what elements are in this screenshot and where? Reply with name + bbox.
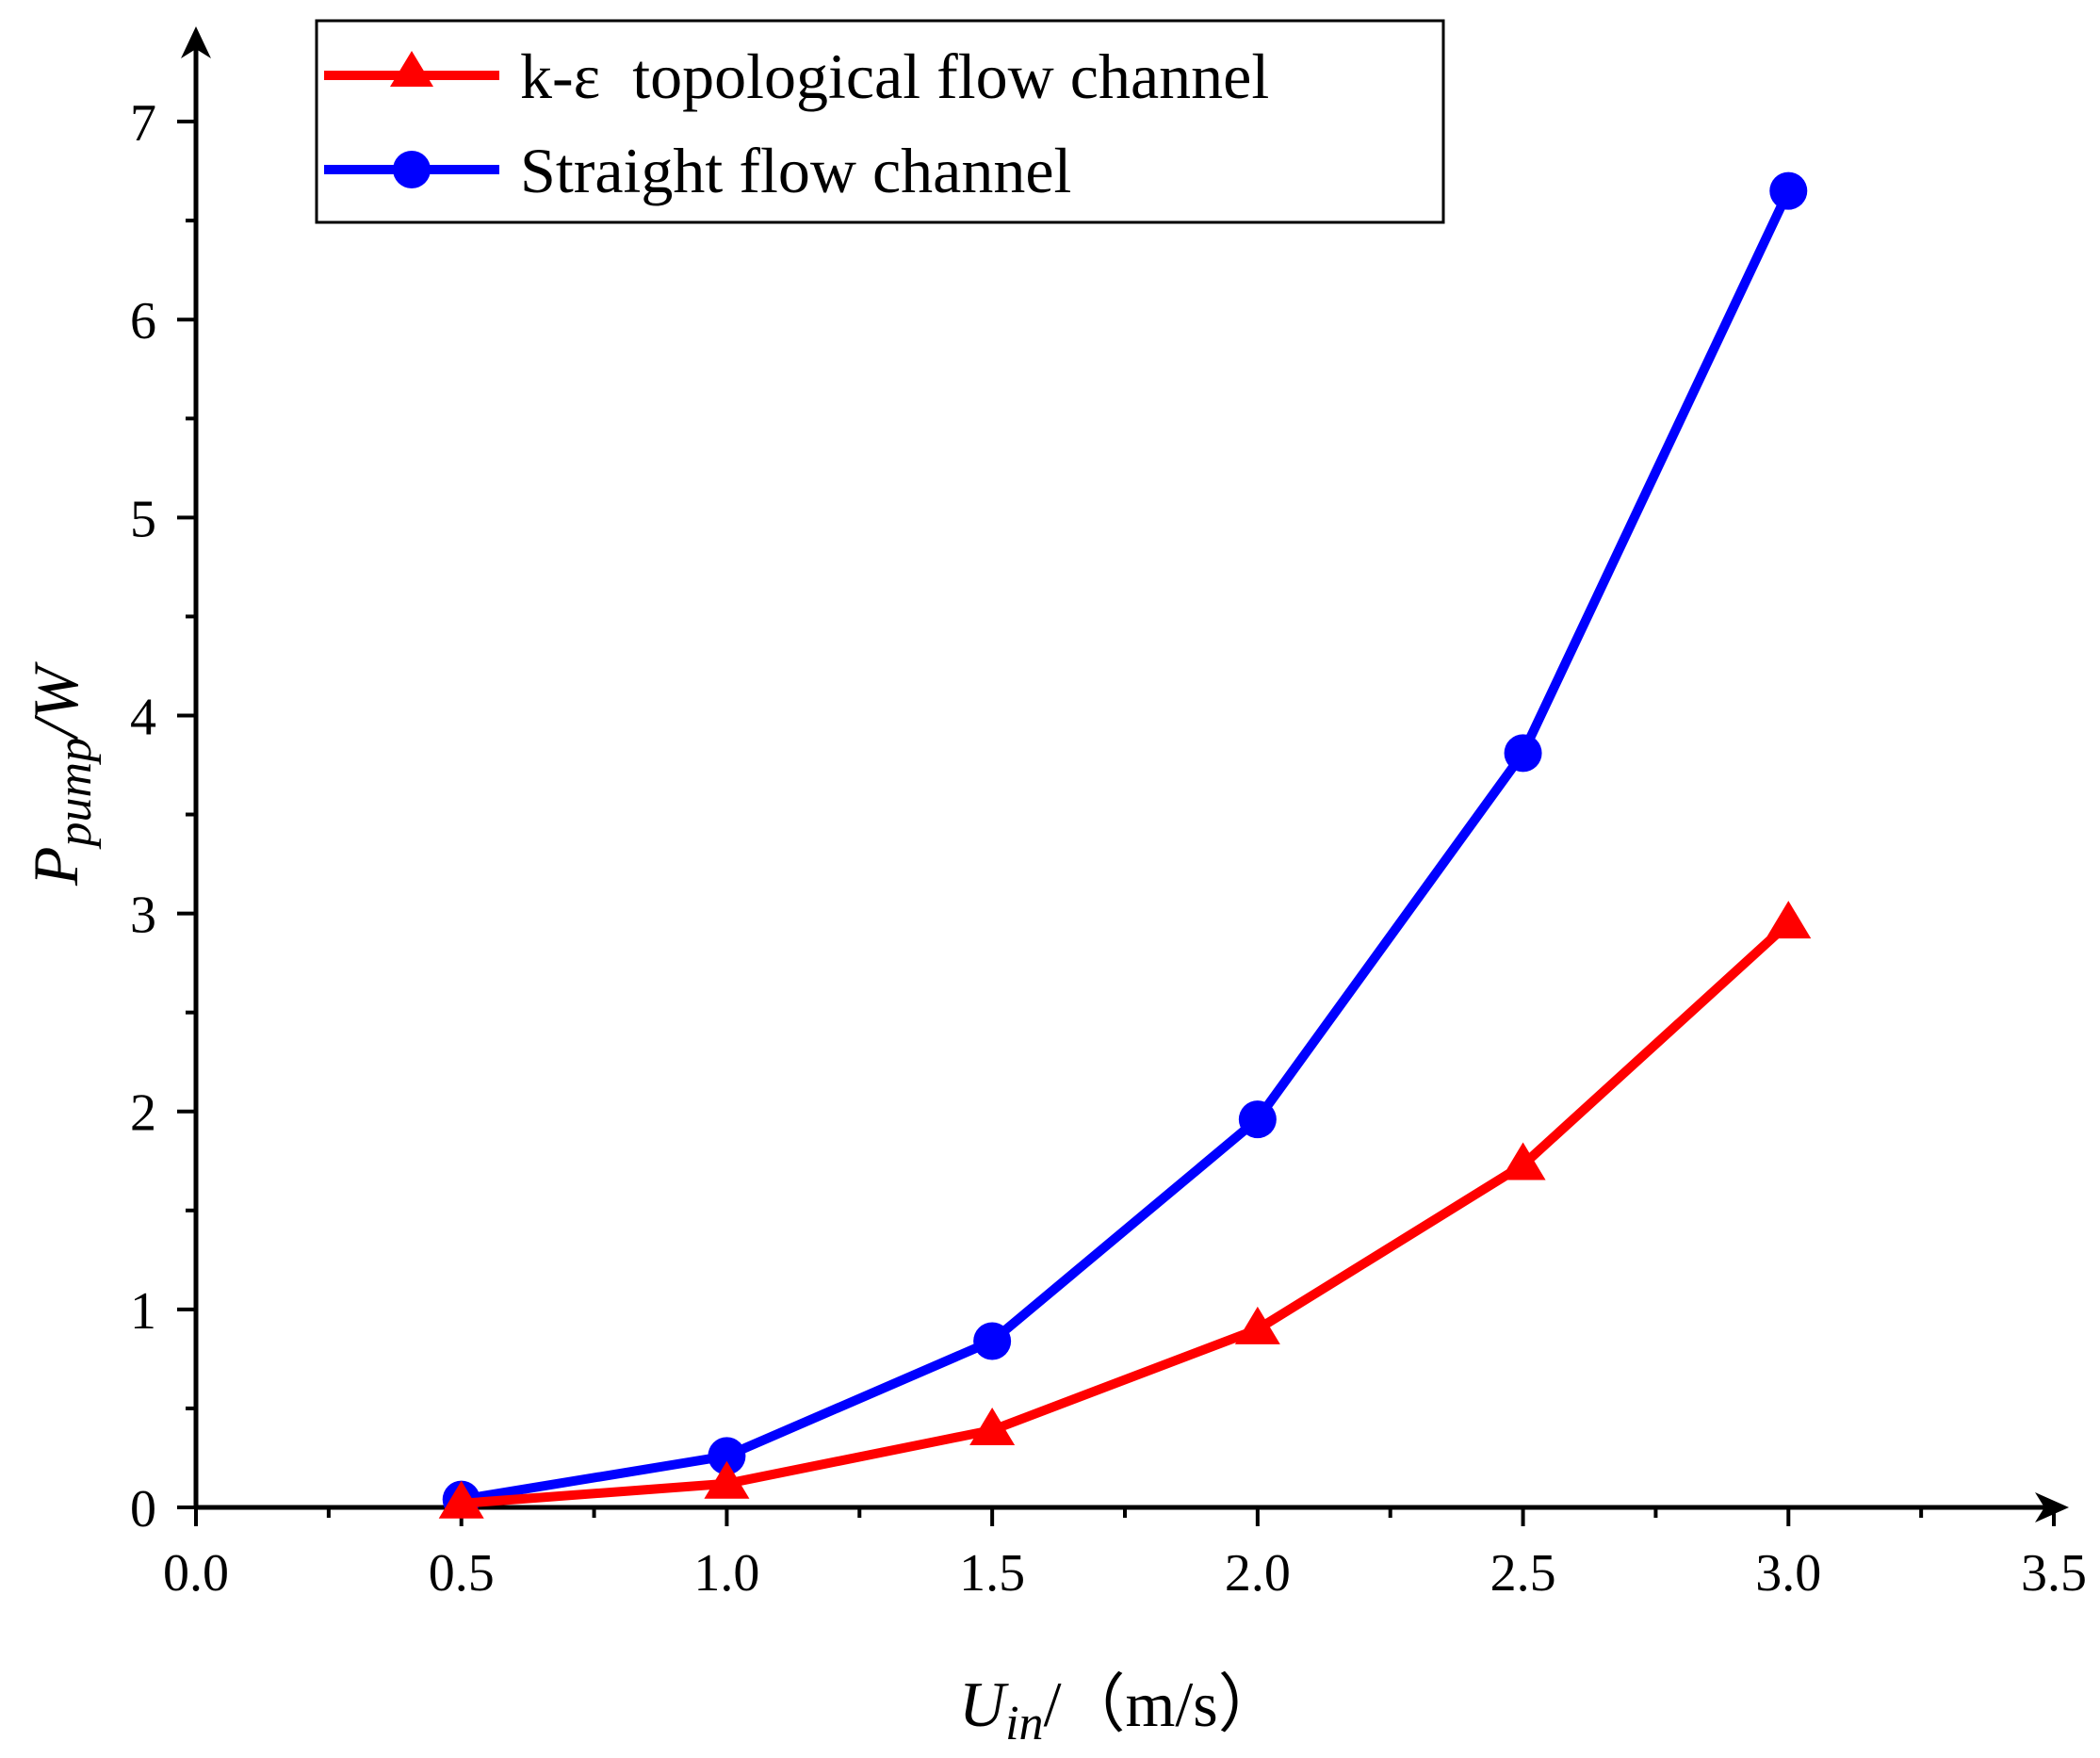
y-tick-label: 5 [130, 490, 156, 548]
data-point-circle [1504, 734, 1542, 773]
x-tick-label: 3.0 [1755, 1544, 1821, 1603]
y-axis-arrow [181, 26, 211, 58]
data-point-circle [1769, 171, 1808, 210]
data-point-triangle [1766, 901, 1812, 939]
y-tick-label: 2 [130, 1084, 156, 1143]
x-tick-label: 0.5 [429, 1544, 495, 1603]
data-point-triangle [438, 1480, 484, 1519]
y-axis: 0 1 2 3 4 5 6 7 [130, 26, 211, 1538]
y-tick-label: 1 [130, 1282, 156, 1341]
series-line [461, 920, 1792, 1508]
x-tick-label: 1.5 [959, 1544, 1025, 1603]
x-tick-label: 1.0 [693, 1544, 759, 1603]
data-point-circle [973, 1322, 1012, 1360]
y-ticks: 0 1 2 3 4 5 6 7 [130, 94, 196, 1538]
data-point-circle [708, 1437, 746, 1475]
y-tick-label: 3 [130, 887, 156, 945]
svg-text:Uin/（m/s）: Uin/（m/s） [959, 1668, 1282, 1750]
data-point-circle [1238, 1100, 1277, 1139]
y-axis-title-unit: /W [20, 661, 91, 741]
x-axis: 0.0 0.5 1.0 1.5 2.0 2.5 3.0 3.5 [163, 1492, 2087, 1603]
data-point-triangle [704, 1460, 750, 1499]
x-axis-title-unit: /（m/s） [1044, 1668, 1282, 1740]
x-tick-label: 2.5 [1490, 1544, 1556, 1603]
legend-label-topological: k-ε topological flow channel [520, 41, 1269, 112]
legend-marker-topological [390, 51, 433, 87]
y-tick-label: 6 [130, 292, 156, 350]
data-point-triangle [1234, 1306, 1280, 1344]
legend-label-straight: Straight flow channel [520, 135, 1071, 206]
legend-marker-straight [393, 151, 431, 188]
data-point-triangle [1500, 1142, 1546, 1180]
y-axis-title-main: P [20, 846, 91, 887]
legend: k-ε topological flow channel Straight fl… [315, 19, 1445, 224]
x-tick-label: 0.0 [163, 1544, 229, 1603]
y-tick-label: 0 [130, 1480, 156, 1538]
y-tick-label: 7 [130, 94, 156, 153]
series-triangle-group [438, 901, 1812, 1519]
series-layer [438, 171, 1812, 1519]
y-axis-title-sub: pump [48, 738, 102, 851]
x-axis-title-sub: in [1005, 1697, 1043, 1750]
x-axis-title: Uin/（m/s） [959, 1668, 1282, 1750]
y-axis-title: Ppump/W [20, 661, 102, 887]
svg-text:Ppump/W: Ppump/W [20, 661, 102, 887]
y-tick-label: 4 [130, 688, 156, 746]
x-ticks: 0.0 0.5 1.0 1.5 2.0 2.5 3.0 3.5 [163, 1507, 2087, 1603]
legend-box [315, 19, 1445, 224]
data-point-triangle [969, 1408, 1016, 1446]
x-tick-label: 3.5 [2021, 1544, 2087, 1603]
x-axis-title-main: U [959, 1668, 1009, 1740]
x-tick-label: 2.0 [1225, 1544, 1291, 1603]
series-circle-group [442, 171, 1808, 1519]
series-line [460, 188, 1793, 1505]
